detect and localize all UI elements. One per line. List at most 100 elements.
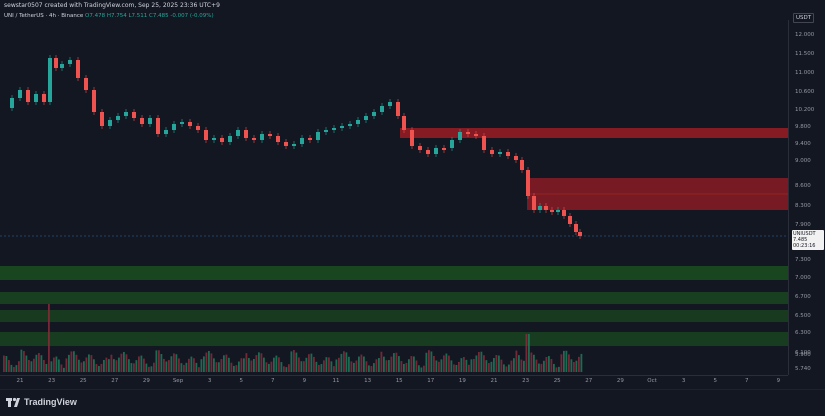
price-tick: 6.700 <box>795 294 811 300</box>
volume-bar <box>40 355 43 372</box>
time-tick: 11 <box>332 378 340 384</box>
volume-bar <box>118 357 120 372</box>
candle-body <box>10 98 14 108</box>
candle-body <box>332 128 336 130</box>
volume-bar <box>248 358 250 372</box>
volume-series <box>3 304 583 372</box>
volume-bar <box>25 355 28 372</box>
volume-bar <box>8 360 10 372</box>
time-tick: 27 <box>585 378 593 384</box>
volume-bar <box>215 362 218 372</box>
volume-bar <box>168 360 170 372</box>
volume-bar <box>440 359 443 372</box>
current-price-value: 7.485 <box>793 237 808 243</box>
volume-bar <box>475 355 478 372</box>
volume-bar <box>108 359 110 372</box>
volume-bar <box>35 354 38 372</box>
volume-bar <box>210 353 213 372</box>
candle-body <box>204 130 208 140</box>
footer: TradingView <box>0 389 825 416</box>
volume-bar <box>45 364 48 372</box>
volume-bar <box>408 359 410 372</box>
candle-body <box>228 136 232 142</box>
volume-bar <box>445 353 448 372</box>
time-tick: 15 <box>395 378 403 384</box>
volume-bar <box>183 364 185 372</box>
volume-bar <box>410 356 413 372</box>
time-tick: 17 <box>427 378 435 384</box>
volume-bar <box>353 362 355 372</box>
volume-bar <box>270 361 273 372</box>
volume-bar <box>3 355 5 372</box>
volume-bar <box>580 353 583 372</box>
candle-body <box>578 232 582 236</box>
volume-bar <box>318 364 320 372</box>
candle-body <box>268 134 272 136</box>
candle-body <box>402 116 406 130</box>
volume-bar <box>458 361 460 372</box>
candle-body <box>18 90 22 98</box>
candle-body <box>54 58 58 68</box>
time-tick: 19 <box>458 378 466 384</box>
volume-bar <box>423 365 425 372</box>
volume-bar <box>180 363 183 372</box>
volume-bar <box>205 352 208 372</box>
volume-bar <box>230 362 233 372</box>
candle-body <box>220 138 224 142</box>
volume-bar <box>115 360 118 372</box>
volume-bar <box>478 351 480 372</box>
volume-bar <box>240 358 243 372</box>
volume-bar <box>113 359 115 372</box>
volume-bar <box>540 363 543 372</box>
volume-bar <box>325 357 328 372</box>
volume-bar <box>148 366 150 372</box>
volume-bar <box>220 358 223 372</box>
volume-bar <box>95 364 98 372</box>
volume-bar <box>553 363 555 372</box>
candle-body <box>188 122 192 126</box>
volume-bar <box>420 367 423 372</box>
candle-body <box>538 206 542 210</box>
candle-body <box>92 90 96 112</box>
volume-bar <box>355 360 358 372</box>
symbol-legend[interactable]: UNI / TetherUS · 4h · Binance O7.478 H7.… <box>4 13 214 19</box>
time-tick: 3 <box>207 378 212 384</box>
candle-body <box>514 156 518 160</box>
time-tick: 7 <box>271 378 275 384</box>
price-tick: 8.300 <box>795 203 811 209</box>
brand-name: TradingView <box>24 397 77 407</box>
tradingview-logo-icon <box>6 397 20 407</box>
volume-bar <box>158 350 160 372</box>
volume-bar <box>305 357 308 372</box>
currency-unit[interactable]: USDT <box>793 13 815 23</box>
volume-bar <box>43 360 45 372</box>
volume-bar <box>560 354 563 372</box>
candle-body <box>388 102 392 106</box>
volume-bar <box>175 354 178 372</box>
volume-bar <box>390 356 393 372</box>
time-axis[interactable]: 21 23 25 27 29 Sep 3 5 7 9 11 13 15 17 19 21 23 25 27 29 Oct… <box>0 375 788 390</box>
time-tick: 25 <box>79 378 87 384</box>
price-axis[interactable]: USDT 12.000 11.500 11.000 10.600 10.200 9.800… <box>788 13 825 375</box>
volume-bar <box>333 366 335 372</box>
time-tick: 9 <box>776 378 781 384</box>
candle-body <box>108 120 112 126</box>
candle-body <box>544 206 548 210</box>
volume-bar <box>368 365 370 372</box>
volume-bar <box>308 354 310 372</box>
volume-bar <box>328 357 330 372</box>
volume-bar <box>200 359 203 372</box>
volume-bar <box>370 366 373 372</box>
volume-bar <box>173 353 175 372</box>
time-tick: 23 <box>48 378 56 384</box>
candle-body <box>284 142 288 146</box>
volume-bar <box>493 358 495 372</box>
volume-bar <box>413 356 415 372</box>
volume-bar <box>63 367 65 372</box>
volume-bar <box>360 354 363 372</box>
candle-body <box>132 112 136 118</box>
volume-bar <box>100 363 103 372</box>
volume-bar <box>320 364 323 372</box>
price-chart[interactable] <box>0 20 788 375</box>
volume-bar <box>190 356 193 372</box>
